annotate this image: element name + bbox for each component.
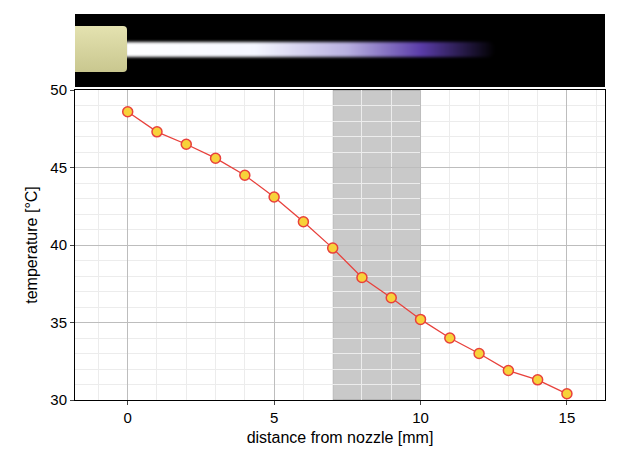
- svg-text:35: 35: [50, 314, 67, 331]
- svg-text:30: 30: [50, 391, 67, 408]
- svg-text:45: 45: [50, 159, 67, 176]
- svg-text:5: 5: [270, 409, 278, 426]
- svg-text:40: 40: [50, 236, 67, 253]
- svg-text:temperature [°C]: temperature [°C]: [23, 186, 40, 304]
- svg-text:15: 15: [559, 409, 576, 426]
- svg-text:distance from nozzle [mm]: distance from nozzle [mm]: [247, 429, 434, 446]
- svg-text:50: 50: [50, 81, 67, 98]
- svg-text:0: 0: [124, 409, 132, 426]
- svg-text:10: 10: [412, 409, 429, 426]
